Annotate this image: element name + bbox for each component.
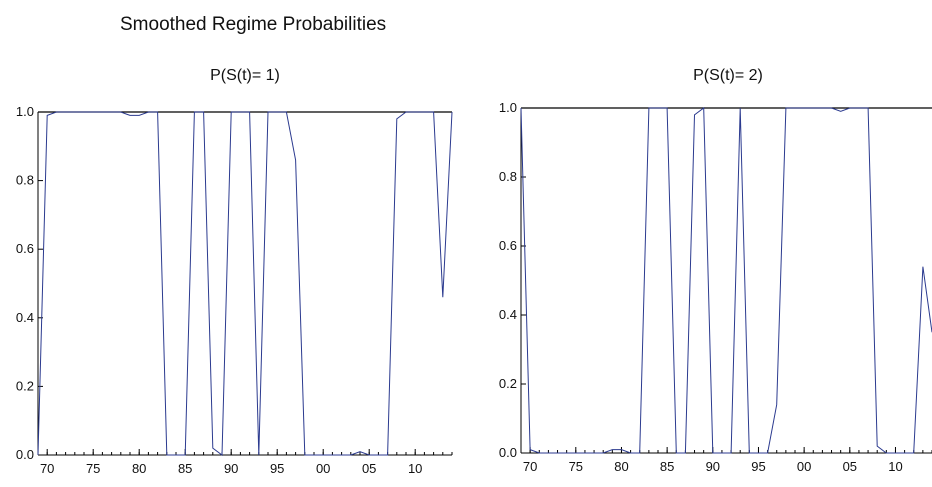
- x-tick-label: 05: [362, 461, 376, 476]
- y-tick-label: 0.2: [499, 376, 517, 391]
- y-tick-label: 0.8: [16, 173, 34, 188]
- x-tick-label: 80: [132, 461, 146, 476]
- y-tick-label: 0.6: [499, 238, 517, 253]
- y-tick-label: 0.0: [499, 445, 517, 460]
- x-tick-label: 90: [224, 461, 238, 476]
- x-tick-label: 70: [523, 459, 537, 474]
- x-tick-label: 75: [569, 459, 583, 474]
- x-tick-label: 80: [614, 459, 628, 474]
- x-tick-label: 75: [86, 461, 100, 476]
- y-tick-label: 1.0: [499, 100, 517, 115]
- chart-panel-regime-1: P(S(t)= 1) 0.0 0.2 0.4 0.6 0.8 1.0 70 75 80 85 90 95…: [16, 67, 453, 476]
- y-tick-label: 0.6: [16, 241, 34, 256]
- x-tick-label: 05: [843, 459, 857, 474]
- x-tick-label: 00: [797, 459, 811, 474]
- x-tick-label: 85: [178, 461, 192, 476]
- y-tick-label: 1.0: [16, 104, 34, 119]
- y-tick-label: 0.8: [499, 169, 517, 184]
- y-tick-label: 0.4: [499, 307, 517, 322]
- chart-title: P(S(t)= 1): [210, 67, 280, 84]
- chart-title: P(S(t)= 2): [693, 67, 763, 84]
- x-tick-label: 70: [40, 461, 54, 476]
- y-tick-label: 0.0: [16, 447, 34, 462]
- x-tick-label: 95: [270, 461, 284, 476]
- x-tick-label: 10: [888, 459, 902, 474]
- chart-panel-regime-2: P(S(t)= 2) 0.0 0.2 0.4 0.6 0.8 1.0 70 75 80 85 90 95…: [499, 67, 932, 474]
- figure-title: Smoothed Regime Probabilities: [120, 14, 387, 35]
- y-tick-label: 0.2: [16, 378, 34, 393]
- x-tick-label: 00: [316, 461, 330, 476]
- series-line: [520, 107, 932, 454]
- x-tick-label: 95: [751, 459, 765, 474]
- x-tick-label: 85: [660, 459, 674, 474]
- y-tick-label: 0.4: [16, 310, 34, 325]
- x-tick-label: 90: [706, 459, 720, 474]
- series-line: [37, 111, 453, 456]
- x-tick-label: 10: [408, 461, 422, 476]
